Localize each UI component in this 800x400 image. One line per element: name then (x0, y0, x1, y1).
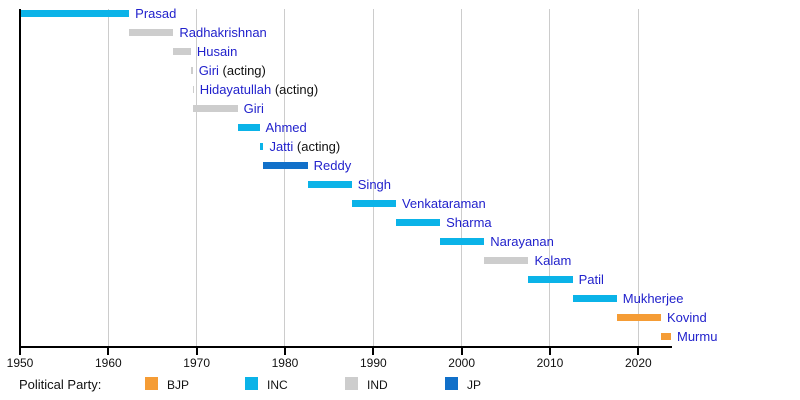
x-tick-label: 2010 (536, 356, 564, 370)
president-name: Venkataraman (401, 196, 486, 211)
bar-label-kalam: Kalam (534, 253, 571, 268)
acting-suffix: (acting) (218, 63, 266, 78)
president-name: Husain (196, 44, 238, 59)
bar-label-giri: Giri (acting) (199, 63, 266, 78)
x-axis-tick (637, 348, 640, 355)
bar-label-patil: Patil (579, 272, 604, 287)
decade-gridline (284, 9, 286, 348)
decade-gridline (372, 9, 374, 348)
legend-swatch-inc (245, 377, 258, 390)
x-tick-label: 2020 (624, 356, 652, 370)
decade-gridline (461, 9, 463, 348)
timeline-bar-giri (193, 105, 238, 112)
bar-label-venkataraman: Venkataraman (402, 196, 486, 211)
legend-label-bjp: BJP (167, 378, 190, 392)
timeline-bar-sharma (395, 219, 441, 226)
president-name: Singh (357, 177, 392, 192)
acting-suffix: (acting) (271, 82, 319, 97)
x-axis-tick (107, 348, 110, 355)
president-name: Reddy (313, 158, 352, 173)
decade-gridline (637, 9, 639, 348)
x-tick-label: 1980 (271, 356, 299, 370)
timeline-bar-prasad (20, 10, 130, 17)
timeline-bar-murmu (660, 333, 671, 340)
president-name: Hidayatullah (199, 82, 272, 97)
president-name: Murmu (677, 329, 718, 344)
legend-swatch-jp (445, 377, 458, 390)
acting-suffix: (acting) (293, 139, 341, 154)
timeline-bar-radhakrishnan (129, 29, 174, 36)
bar-label-kovind: Kovind (667, 310, 707, 325)
bar-label-jatti: Jatti (acting) (269, 139, 340, 154)
president-name: Jatti (269, 139, 294, 154)
decade-gridline (549, 9, 551, 348)
timeline-bar-jatti (259, 143, 264, 150)
x-axis-tick (19, 348, 21, 355)
president-name: Radhakrishnan (179, 25, 267, 40)
timeline-bar-singh (307, 181, 352, 188)
legend-title: Political Party: (19, 377, 102, 392)
timeline-bar-reddy (263, 162, 308, 169)
timeline-bar-venkataraman (351, 200, 396, 207)
president-name: Patil (578, 272, 604, 287)
x-axis-tick (548, 348, 551, 355)
timeline-bar-mukherjee (572, 295, 617, 302)
president-name: Mukherjee (622, 291, 684, 306)
x-axis-line (19, 346, 672, 348)
president-name: Giri (243, 101, 264, 116)
president-name: Sharma (446, 215, 492, 230)
bar-label-reddy: Reddy (314, 158, 352, 173)
decade-gridline (107, 9, 109, 348)
bar-label-narayanan: Narayanan (490, 234, 554, 249)
bar-label-husain: Husain (197, 44, 237, 59)
y-axis-line (19, 9, 21, 348)
president-name: Narayanan (490, 234, 554, 249)
legend-swatch-bjp (145, 377, 158, 390)
x-axis-tick (372, 348, 375, 355)
bar-label-singh: Singh (358, 177, 391, 192)
bar-label-sharma: Sharma (446, 215, 492, 230)
president-name: Giri (198, 63, 219, 78)
x-axis-tick (195, 348, 198, 355)
president-name: Ahmed (265, 120, 307, 135)
timeline-bar-kalam (484, 257, 529, 264)
x-tick-label: 1960 (94, 356, 122, 370)
x-axis-tick (460, 348, 463, 355)
bar-label-ahmed: Ahmed (266, 120, 307, 135)
bar-label-prasad: Prasad (135, 6, 176, 21)
timeline-bar-giri (190, 67, 193, 74)
x-tick-label: 1990 (359, 356, 387, 370)
legend-label-jp: JP (467, 378, 482, 392)
bar-label-radhakrishnan: Radhakrishnan (179, 25, 266, 40)
president-name: Prasad (135, 6, 177, 21)
x-axis-tick (283, 348, 286, 355)
bar-label-hidayatullah: Hidayatullah (acting) (200, 82, 319, 97)
timeline-bar-hidayatullah (192, 86, 194, 93)
timeline-bar-husain (173, 48, 191, 55)
timeline-bar-narayanan (440, 238, 485, 245)
x-tick-label: 1970 (183, 356, 210, 370)
timeline-bar-ahmed (237, 124, 260, 131)
x-tick-label: 2000 (448, 356, 475, 370)
president-name: Kovind (666, 310, 707, 325)
bar-label-murmu: Murmu (677, 329, 717, 344)
bar-label-giri: Giri (244, 101, 264, 116)
x-tick-label: 1950 (6, 356, 34, 370)
legend-swatch-ind (345, 377, 358, 390)
president-name: Kalam (534, 253, 572, 268)
legend-label-ind: IND (367, 378, 388, 392)
decade-gridline (196, 9, 198, 348)
bar-label-mukherjee: Mukherjee (623, 291, 684, 306)
timeline-bar-patil (528, 276, 573, 283)
timeline-bar-kovind (616, 314, 661, 321)
legend: Political Party: BJP INC IND JP (0, 374, 800, 396)
legend-label-inc: INC (267, 378, 288, 392)
